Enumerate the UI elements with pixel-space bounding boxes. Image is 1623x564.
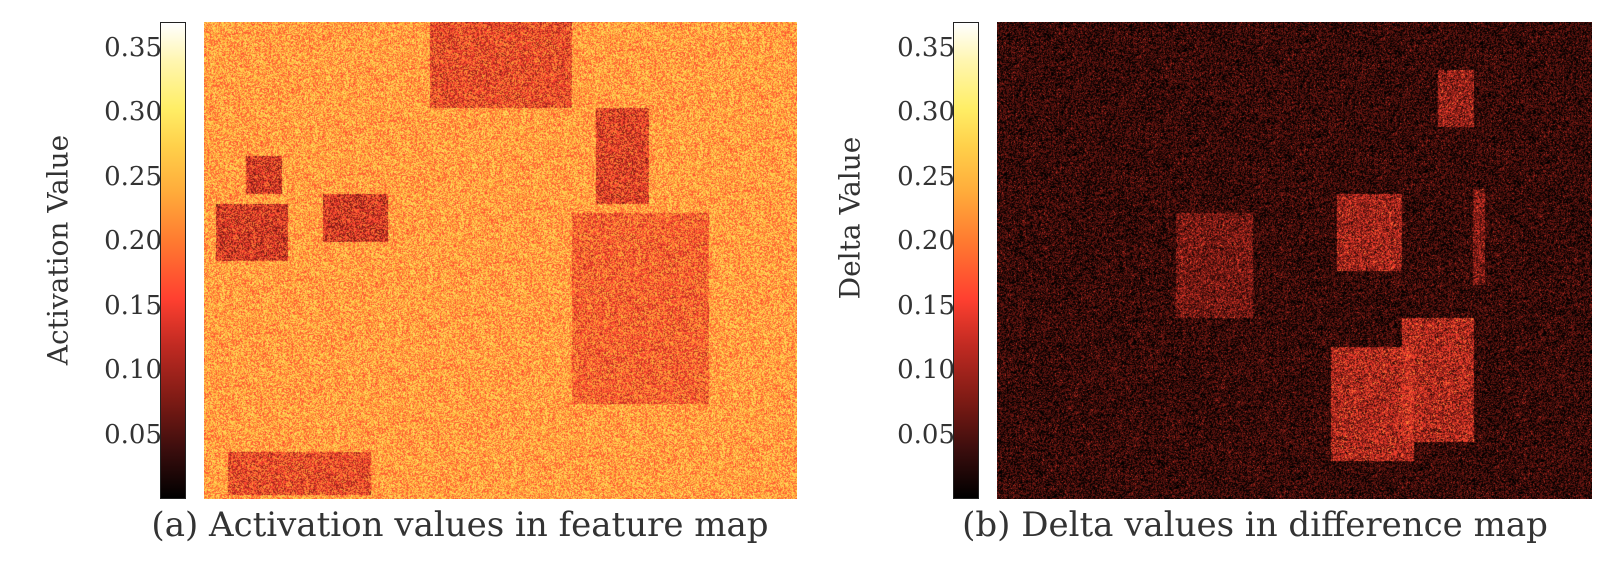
- colorbar-tick: 0.15: [104, 290, 170, 321]
- colorbar-tick: 0.35: [897, 32, 963, 63]
- colorbar: [953, 22, 979, 499]
- panel-delta: Delta Value 0.05 0.10 0.15 0.20 0.25 0.30 0.35…: [800, 0, 1623, 564]
- caption-b: (b) Delta values in difference map: [962, 505, 1548, 545]
- colorbar: [160, 22, 186, 499]
- colorbar-label: Activation Value: [41, 134, 75, 366]
- colorbar-ticks: 0.05 0.10 0.15 0.20 0.25 0.30 0.35: [875, 22, 963, 499]
- caption-a: (a) Activation values in feature map: [151, 505, 769, 545]
- colorbar-tick: 0.20: [104, 226, 170, 257]
- colorbar-tick: 0.25: [897, 161, 963, 192]
- colorbar-tick: 0.25: [104, 161, 170, 192]
- colorbar-tick: 0.35: [104, 32, 170, 63]
- colorbar-ticks: 0.05 0.10 0.15 0.20 0.25 0.30 0.35: [82, 22, 170, 499]
- colorbar-tick: 0.20: [897, 226, 963, 257]
- colorbar-tick: 0.10: [897, 355, 963, 386]
- heatmap-activation: [204, 22, 797, 499]
- heatmap-delta: [997, 22, 1592, 499]
- colorbar-tick: 0.05: [897, 419, 963, 450]
- colorbar-tick: 0.05: [104, 419, 170, 450]
- colorbar-tick: 0.10: [104, 355, 170, 386]
- colorbar-tick: 0.30: [104, 97, 170, 128]
- colorbar-tick: 0.15: [897, 290, 963, 321]
- colorbar-label: Delta Value: [833, 136, 867, 300]
- colorbar-tick: 0.30: [897, 97, 963, 128]
- panel-activation: Activation Value 0.05 0.10 0.15 0.20 0.25 0.3…: [0, 0, 800, 564]
